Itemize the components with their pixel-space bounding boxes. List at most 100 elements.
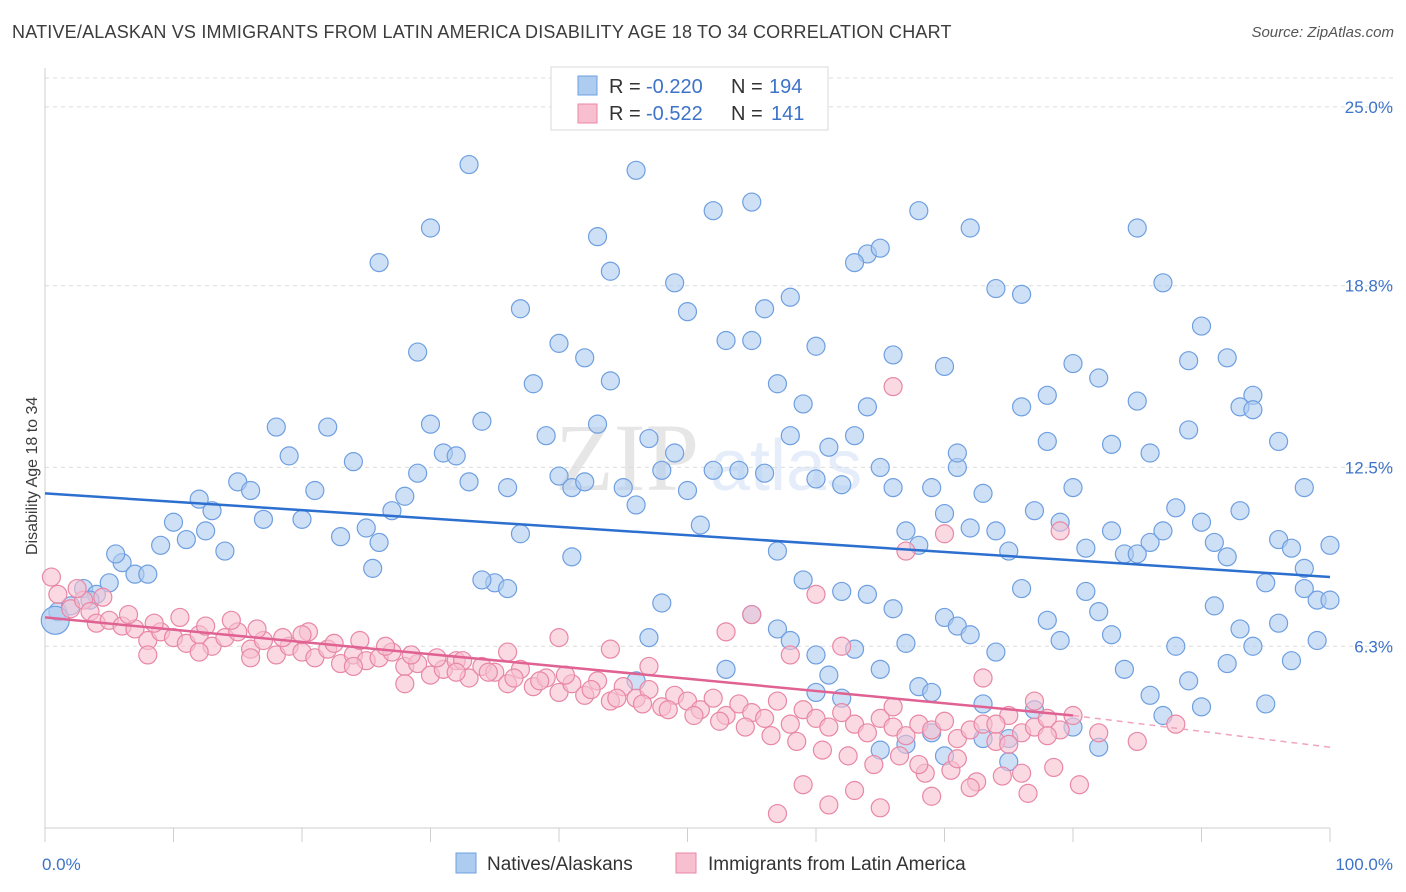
natives-point-133 (1076, 581, 1096, 602)
immigrants-point-68 (896, 726, 916, 746)
natives-point-57 (742, 330, 762, 351)
natives-point-100 (1294, 578, 1314, 599)
natives-point-187 (1037, 431, 1057, 452)
immigrants-point-105 (658, 700, 678, 720)
natives-point-183 (408, 342, 428, 362)
natives-point-182 (844, 253, 865, 273)
immigrants-point-108 (735, 717, 755, 737)
axes (44, 68, 1331, 842)
natives-point-190 (1179, 420, 1199, 440)
natives-point-157 (549, 333, 569, 353)
immigrants-point-152 (1011, 763, 1032, 783)
natives-point-24 (318, 417, 338, 437)
natives-point-143 (1204, 596, 1224, 616)
natives-point-194 (639, 628, 659, 648)
trend-line-immigrants (44, 616, 1074, 717)
natives-point-23 (305, 480, 325, 501)
immigrants-point-121 (1069, 775, 1090, 795)
immigrants-point-110 (787, 731, 807, 752)
natives-point-71 (922, 478, 942, 498)
natives-point-91 (1179, 351, 1199, 371)
immigrants-point-141 (395, 674, 415, 694)
immigrants-point-131 (999, 734, 1019, 754)
chart-title: NATIVE/ALASKAN VS IMMIGRANTS FROM LATIN … (12, 22, 952, 42)
natives-point-39 (510, 524, 531, 544)
bottom-legend-label-2: Immigrants from Latin America (708, 854, 966, 875)
natives-point-25 (330, 527, 351, 547)
immigrants-point-111 (812, 740, 833, 760)
immigrants-point-99 (504, 668, 524, 688)
immigrants-point-142 (343, 656, 363, 677)
bottom-legend-swatch-blue (455, 852, 477, 874)
bottom-legend-swatch-pink (675, 852, 697, 874)
immigrants-point-107 (710, 711, 730, 731)
natives-point-75 (973, 483, 993, 503)
natives-point-165 (960, 218, 980, 238)
natives-point-137 (1127, 544, 1147, 564)
natives-point-38 (498, 478, 518, 498)
natives-point-161 (754, 299, 775, 319)
natives-point-130 (1037, 610, 1057, 630)
natives-point-154 (369, 253, 389, 273)
immigrants-point-86 (170, 607, 190, 628)
natives-point-192 (1268, 431, 1289, 452)
natives-point-28 (369, 532, 389, 553)
natives-point-61 (793, 394, 813, 414)
immigrants-point-145 (189, 642, 209, 662)
natives-point-54 (703, 460, 723, 480)
natives-point-87 (1127, 391, 1147, 411)
y-axis-label: Disability Age 18 to 34 (24, 397, 41, 555)
immigrants-point-144 (241, 648, 261, 668)
immigrants-point-109 (761, 726, 781, 746)
natives-point-117 (870, 659, 890, 679)
immigrants-point-87 (196, 616, 216, 636)
series-legend: Natives/Alaskans Immigrants from Latin A… (455, 852, 966, 875)
immigrants-point-113 (864, 754, 884, 775)
natives-point-9 (138, 564, 158, 584)
immigrants-point-157 (986, 714, 1006, 734)
natives-point-78 (1011, 397, 1032, 417)
immigrants-point-106 (684, 705, 704, 726)
immigrants-point-84 (118, 604, 139, 625)
natives-point-42 (549, 466, 569, 486)
natives-point-49 (639, 428, 659, 449)
natives-point-74 (960, 518, 980, 538)
natives-point-174 (986, 278, 1006, 299)
immigrants-point-82 (67, 578, 87, 599)
immigrants-point-129 (1127, 731, 1147, 752)
natives-point-140 (1166, 636, 1186, 656)
natives-point-83 (1076, 538, 1096, 558)
natives-point-90 (1166, 498, 1186, 518)
series-immigrants-latin-america (41, 377, 1186, 824)
immigrants-point-153 (793, 775, 813, 795)
tick-labels: 6.3% 12.5% 18.8% 25.0% 0.0% 100.0% (42, 98, 1393, 874)
immigrants-point-59 (780, 714, 800, 734)
natives-point-152 (1320, 590, 1340, 610)
legend-r-label-2: R = (609, 103, 641, 125)
immigrants-point-98 (478, 662, 498, 682)
natives-point-99 (1281, 538, 1302, 558)
natives-point-105 (562, 547, 582, 567)
immigrants-point-140 (446, 662, 466, 682)
immigrants-point-143 (292, 625, 312, 645)
immigrants-point-159 (883, 377, 903, 397)
legend-n-value-1: 194 (769, 76, 802, 98)
natives-point-119 (896, 633, 916, 653)
natives-point-82 (1063, 478, 1083, 498)
immigrants-point-154 (844, 780, 865, 801)
natives-point-16 (215, 541, 235, 561)
immigrants-point-134 (716, 622, 736, 642)
natives-point-164 (909, 201, 929, 221)
legend-r-label-1: R = (609, 76, 641, 98)
immigrants-point-83 (93, 587, 113, 607)
immigrants-point-65 (857, 723, 878, 743)
natives-point-65 (844, 426, 865, 446)
natives-point-171 (1153, 273, 1173, 293)
natives-point-159 (626, 160, 646, 180)
natives-point-128 (1011, 578, 1032, 599)
natives-point-55 (716, 330, 736, 351)
natives-point-131 (1050, 630, 1070, 651)
trend-line-immigrants-projection (1072, 714, 1331, 748)
natives-point-168 (1191, 316, 1212, 336)
x-tick-label-1: 100.0% (1335, 855, 1393, 874)
